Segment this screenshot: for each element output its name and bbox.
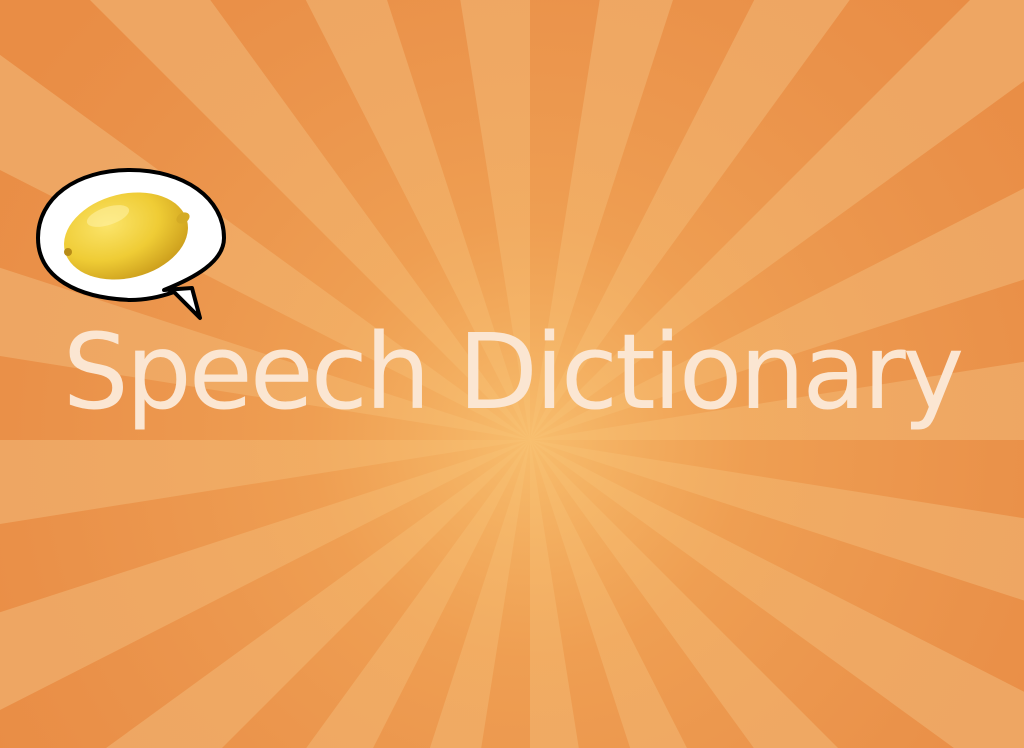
lemon-icon <box>64 192 190 280</box>
app-title: Speech Dictionary <box>62 311 965 433</box>
lemon-speech-bubble-icon <box>36 168 226 320</box>
